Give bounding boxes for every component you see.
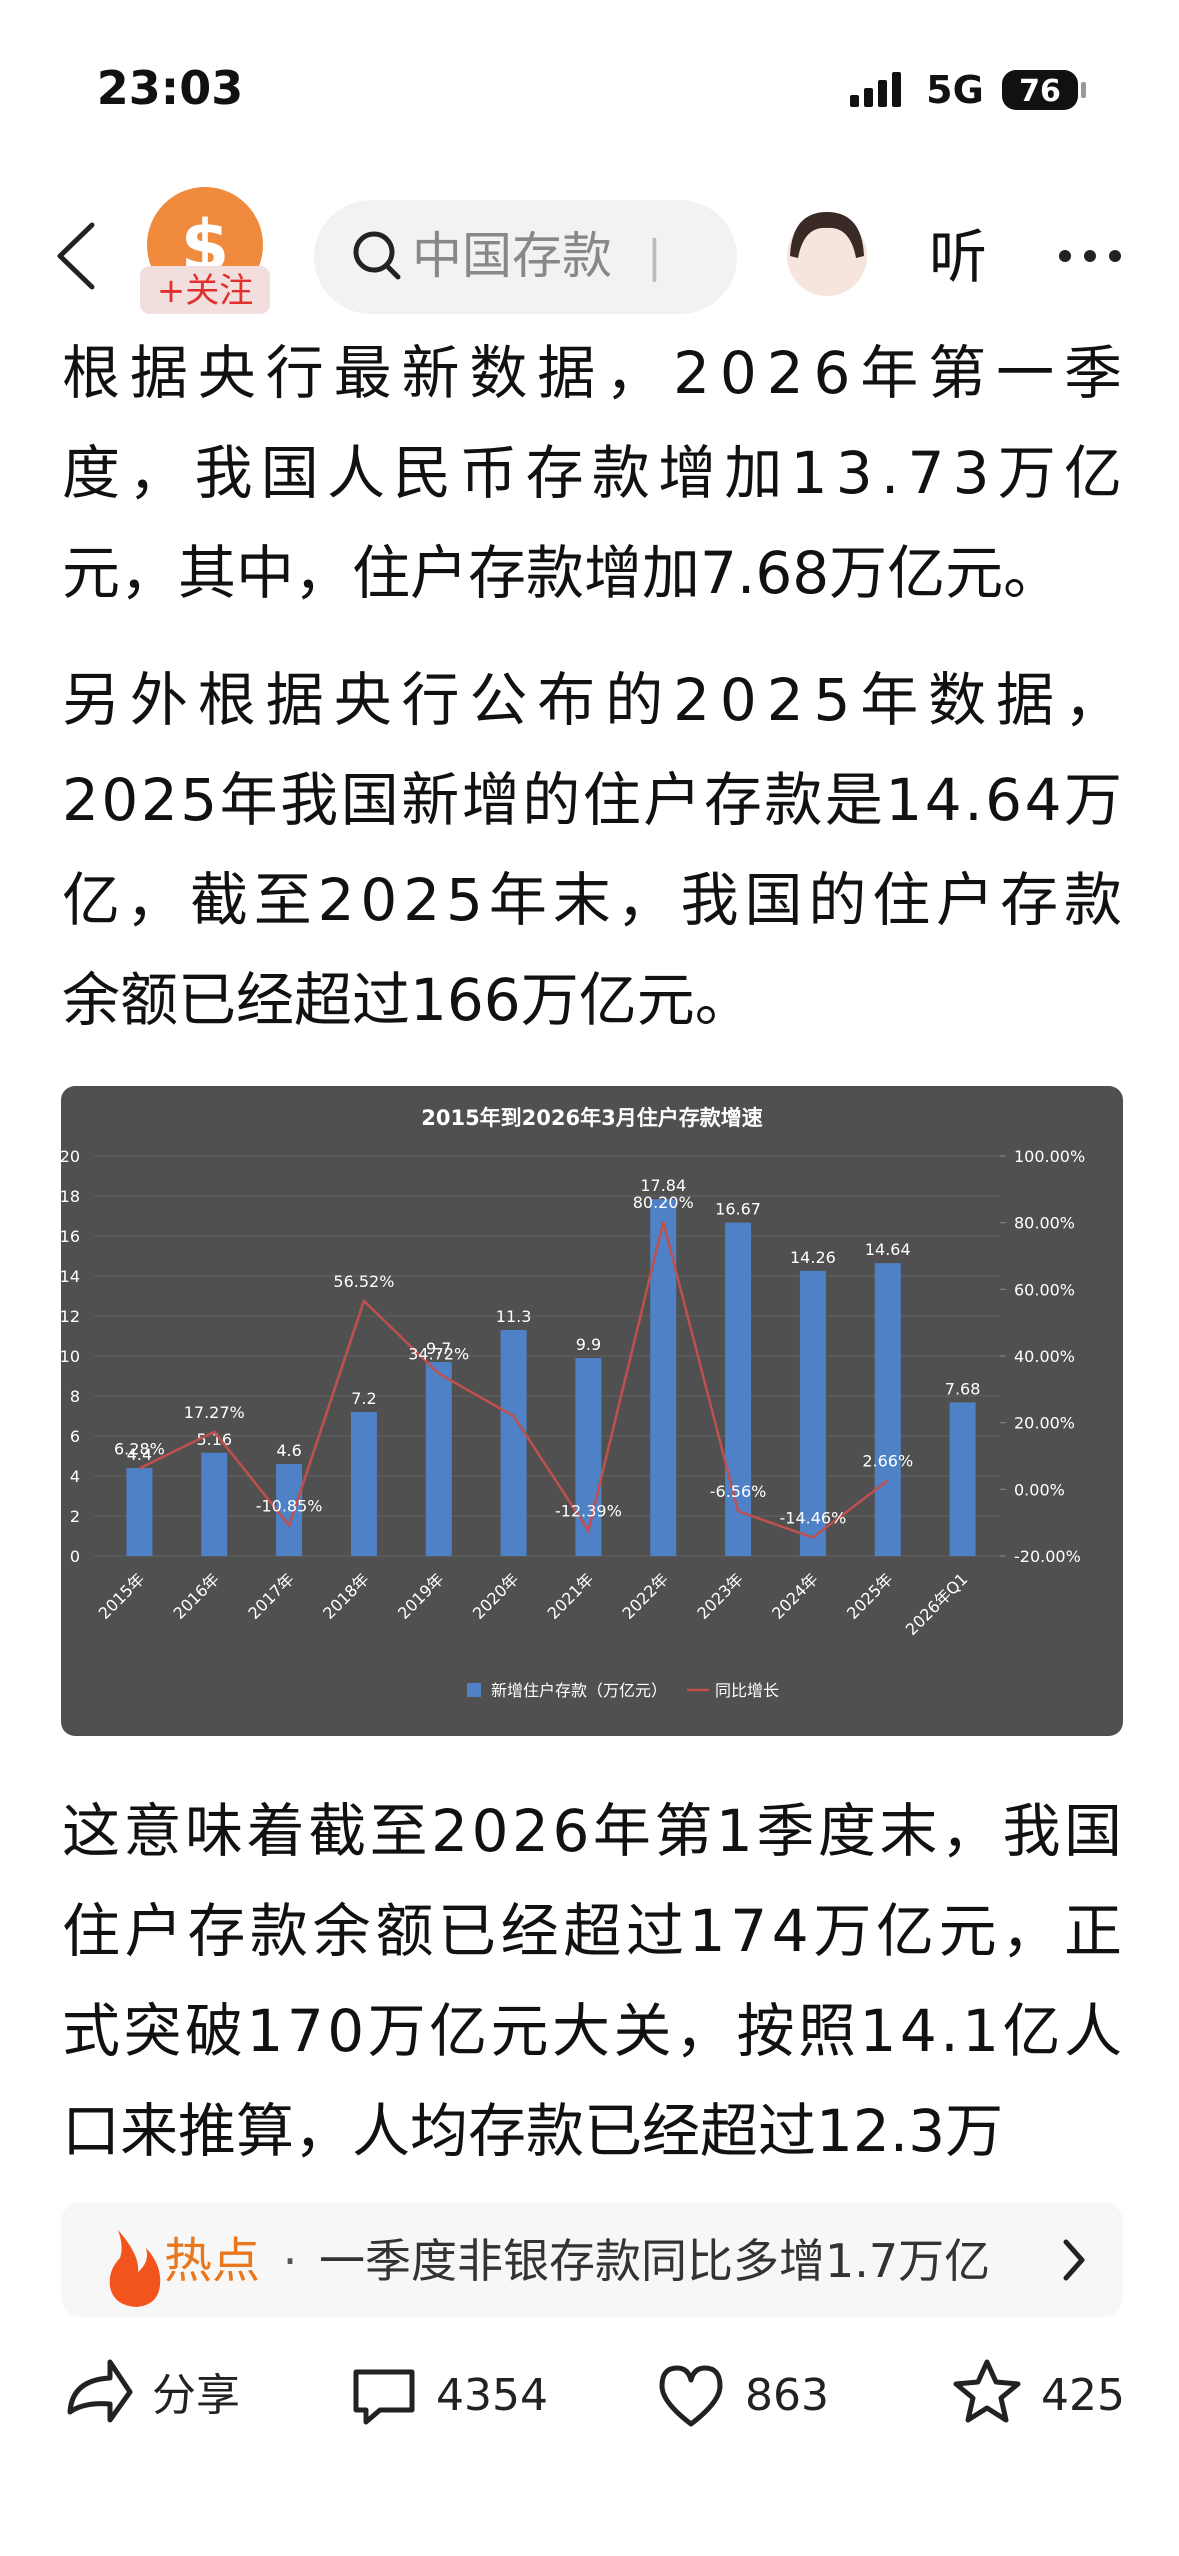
bar bbox=[500, 1330, 527, 1556]
line-label: 80.20% bbox=[633, 1193, 694, 1212]
y2-tick-label: 0.00% bbox=[1014, 1480, 1065, 1499]
search-query[interactable]: 中国存款 bbox=[412, 227, 612, 285]
bar-label: 11.3 bbox=[496, 1307, 532, 1326]
y-tick-label: 6 bbox=[70, 1427, 80, 1446]
bar-label: 16.67 bbox=[715, 1200, 761, 1219]
line-label: -12.39% bbox=[555, 1502, 622, 1521]
bar bbox=[949, 1402, 976, 1556]
y2-tick-label: 60.00% bbox=[1014, 1280, 1075, 1299]
signal-icon bbox=[850, 72, 901, 107]
bar bbox=[725, 1222, 752, 1556]
bar bbox=[276, 1464, 303, 1556]
line-label: 6.28% bbox=[114, 1439, 165, 1458]
like-count[interactable]: 863 bbox=[745, 2370, 829, 2421]
y-tick-label: 14 bbox=[60, 1267, 80, 1286]
search-icon-handle bbox=[384, 263, 401, 280]
line-label: 17.27% bbox=[184, 1403, 245, 1422]
follow-button[interactable]: +关注 bbox=[157, 271, 254, 311]
paragraph-line: 2025年我国新增的住户存款是14.64万 bbox=[62, 766, 1122, 834]
bar-label: 17.84 bbox=[640, 1176, 686, 1195]
hot-tag: 热点 bbox=[164, 2233, 260, 2289]
search-box[interactable] bbox=[314, 200, 737, 314]
bar-label: 7.2 bbox=[351, 1389, 376, 1408]
hot-banner[interactable] bbox=[61, 2202, 1123, 2317]
bar bbox=[575, 1358, 602, 1556]
hot-text[interactable]: 一季度非银存款同比多增1.7万亿 bbox=[319, 2234, 990, 2288]
listen-avatar[interactable] bbox=[787, 216, 867, 296]
bar bbox=[874, 1263, 901, 1556]
share-button[interactable]: 分享 bbox=[152, 2370, 240, 2421]
comment-count[interactable]: 4354 bbox=[436, 2370, 548, 2421]
search-divider: | bbox=[647, 231, 662, 282]
paragraph-line: 余额已经超过166万亿元。 bbox=[62, 966, 753, 1034]
hot-separator: · bbox=[283, 2234, 298, 2288]
legend-swatch bbox=[467, 1683, 481, 1697]
paragraph-line: 度，我国人民币存款增加13.73万亿 bbox=[62, 439, 1122, 507]
search-icon bbox=[353, 231, 395, 273]
y2-tick-label: 20.00% bbox=[1014, 1414, 1075, 1433]
bar-label: 4.4 bbox=[127, 1445, 152, 1464]
bar bbox=[126, 1468, 153, 1556]
legend-label: 新增住户存款（万亿元） bbox=[491, 1681, 667, 1700]
y2-tick-label: -20.00% bbox=[1014, 1547, 1081, 1566]
line-label: -10.85% bbox=[256, 1497, 323, 1516]
paragraph-line: 根据央行最新数据，2026年第一季 bbox=[62, 339, 1122, 407]
favorite-icon[interactable] bbox=[953, 2359, 1021, 2423]
paragraph-line: 住户存款余额已经超过174万亿元，正 bbox=[62, 1897, 1122, 1965]
paragraph-line: 亿，截至2025年末，我国的住户存款 bbox=[62, 866, 1122, 934]
more-button[interactable] bbox=[1059, 250, 1121, 262]
line-label: -14.46% bbox=[780, 1509, 847, 1528]
y-tick-label: 0 bbox=[70, 1547, 80, 1566]
network: 5G bbox=[926, 68, 984, 112]
y-tick-label: 20 bbox=[60, 1147, 80, 1166]
paragraph-line: 另外根据央行公布的2025年数据， bbox=[62, 666, 1122, 734]
bar bbox=[350, 1412, 377, 1556]
y-tick-label: 4 bbox=[70, 1467, 80, 1486]
time: 23:03 bbox=[97, 61, 243, 115]
line-label: 2.66% bbox=[862, 1451, 913, 1470]
y2-tick-label: 80.00% bbox=[1014, 1214, 1075, 1233]
y-tick-label: 8 bbox=[70, 1387, 80, 1406]
line bbox=[138, 1221, 889, 1539]
back-button[interactable] bbox=[57, 222, 95, 290]
avatar-hair bbox=[790, 212, 864, 258]
battery-icon bbox=[1002, 70, 1078, 110]
y2-tick-label: 40.00% bbox=[1014, 1347, 1075, 1366]
bar bbox=[201, 1452, 228, 1556]
y-tick-label: 16 bbox=[60, 1227, 80, 1246]
chevron-icon bbox=[1063, 2239, 1085, 2281]
bar bbox=[425, 1362, 452, 1556]
bar-label: 4.6 bbox=[276, 1441, 301, 1460]
bar-label: 14.64 bbox=[865, 1240, 911, 1259]
bar bbox=[799, 1270, 826, 1556]
paragraph-line: 式突破170万亿元大关，按照14.1亿人 bbox=[62, 1997, 1122, 2065]
bar-label: 7.68 bbox=[945, 1379, 981, 1398]
y-tick-label: 2 bbox=[70, 1507, 80, 1526]
line-label: -6.56% bbox=[710, 1482, 767, 1501]
battery-cap bbox=[1081, 82, 1086, 98]
follow-badge[interactable] bbox=[140, 266, 270, 314]
y-tick-label: 10 bbox=[60, 1347, 80, 1366]
paragraph-line: 元，其中，住户存款增加7.68万亿元。 bbox=[62, 539, 1061, 607]
bar-label: 9.9 bbox=[576, 1335, 601, 1354]
line-label: 56.52% bbox=[333, 1272, 394, 1291]
listen-button[interactable]: 听 bbox=[929, 223, 987, 291]
y2-tick-label: 100.00% bbox=[1014, 1147, 1085, 1166]
chart-title: 2015年到2026年3月住户存款增速 bbox=[421, 1106, 763, 1130]
paragraph-line: 口来推算，人均存款已经超过12.3万 bbox=[62, 2097, 1003, 2165]
legend-label: 同比增长 bbox=[715, 1681, 779, 1700]
bar-label: 14.26 bbox=[790, 1248, 836, 1267]
like-icon[interactable] bbox=[659, 2365, 723, 2427]
y-tick-label: 18 bbox=[60, 1187, 80, 1206]
comment-icon[interactable] bbox=[353, 2369, 415, 2425]
battery-level: 76 bbox=[1019, 74, 1061, 109]
bar-label: 9.7 bbox=[426, 1339, 451, 1358]
share-icon[interactable] bbox=[67, 2359, 133, 2423]
paragraph-line: 这意味着截至2026年第1季度末，我国 bbox=[62, 1797, 1122, 1865]
fire-icon bbox=[109, 2230, 161, 2307]
y-tick-label: 12 bbox=[60, 1307, 80, 1326]
favorite-count[interactable]: 425 bbox=[1041, 2370, 1125, 2421]
line-label: 34.72% bbox=[408, 1345, 469, 1364]
